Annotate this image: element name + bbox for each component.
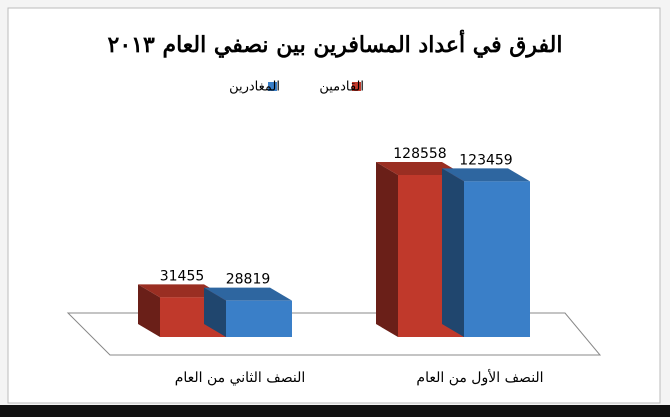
bar-side (204, 287, 226, 337)
bar-side (376, 162, 398, 337)
x-tick-label: النصف الأول من العام (416, 368, 543, 386)
bar-side (138, 284, 160, 337)
bar-top (204, 287, 292, 301)
legend-label: المغادرين (229, 80, 280, 95)
bar-side (442, 168, 464, 337)
legend-swatch (268, 82, 277, 91)
bottom-bar (0, 405, 670, 417)
chart-title: الفرق في أعداد المسافرين بين نصفي العام … (108, 29, 563, 58)
bar (226, 300, 292, 337)
legend-swatch (352, 82, 361, 91)
value-label: 28819 (226, 272, 271, 288)
bar (464, 181, 530, 337)
bar-top (442, 168, 530, 182)
value-label: 31455 (160, 268, 205, 284)
value-label: 128558 (393, 146, 446, 162)
value-label: 123459 (459, 152, 512, 168)
x-tick-label: النصف الثاني من العام (175, 370, 306, 386)
legend-label: القادمين (319, 80, 364, 95)
